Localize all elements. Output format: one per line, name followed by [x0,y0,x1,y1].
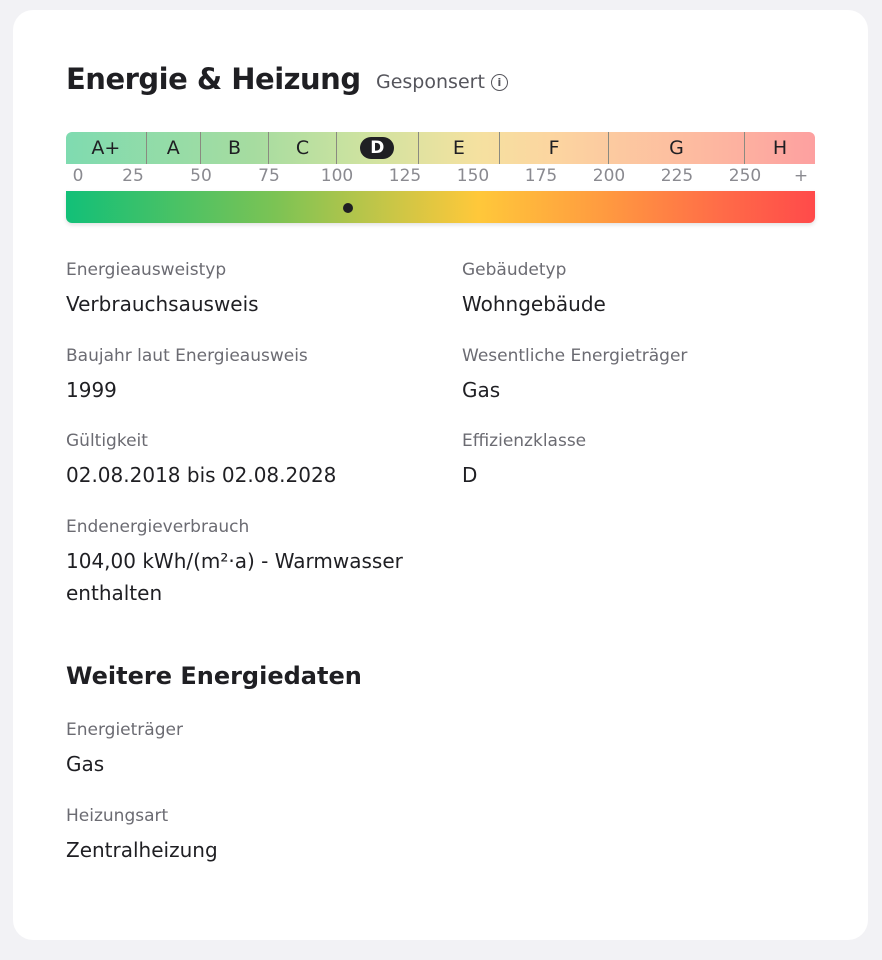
class-label: A+ [91,137,121,159]
scale-tick-label: 50 [190,166,212,186]
field-label: Baujahr laut Energieausweis [66,345,308,366]
efficiency-classes: A+ A B C D E F G H [66,132,815,164]
info-field: Heizungsart Zentralheizung [66,806,426,866]
energy-efficiency-scale: A+ A B C D E F G H 0 25 50 75 100 125 150 175 200 225 250 + [66,132,815,224]
field-label: Effizienzklasse [462,431,587,451]
info-field: Endenergieverbrauch 104,00 kWh/(m²·a) - W… [66,517,426,609]
scale-tick-label: 200 [592,166,626,186]
class-label: E [452,137,465,159]
more-energy-data-title: Weitere Energiedaten [66,662,362,690]
info-field: Effizienzklasse D [462,431,822,491]
info-field: Energieträger Gas [66,720,426,780]
class-label: B [227,137,242,159]
scale-tick-label: 250 [728,166,762,186]
efficiency-class-c: C [269,132,337,164]
efficiency-class-a: A [147,132,201,164]
field-value: D [462,463,478,487]
efficiency-class-f: F [500,132,609,164]
consumption-marker [342,203,353,213]
class-label: A [166,137,180,159]
energy-card: Energie & Heizung Gesponsert i A+ A B C D E F G… [13,10,868,940]
info-field: Energieausweistyp Verbrauchsausweis [66,260,426,320]
efficiency-class-e: E [419,132,501,164]
field-value: 1999 [66,377,117,402]
info-field: Gebäudetyp Wohngebäude [462,260,822,320]
field-value: Gas [462,377,501,402]
sponsored-text: Gesponsert [376,71,485,93]
field-label: Gültigkeit [66,431,148,451]
class-label: G [669,137,684,159]
efficiency-class-d: D [337,132,419,164]
scale-tick-label: 150 [456,166,490,186]
field-value: Verbrauchsausweis [66,292,259,316]
scale-tick-label: 0 [72,166,84,186]
field-label: Energieausweistyp [66,260,227,280]
scale-tick-label: 225 [660,166,694,186]
info-icon[interactable]: i [490,73,508,91]
info-field: Baujahr laut Energieausweis 1999 [66,346,426,406]
scale-tick-label: + [793,166,809,186]
scale-tick-label: 25 [122,166,144,186]
field-value: Gas [66,752,105,776]
scale-tick-label: 75 [258,166,280,186]
efficiency-class-a-plus: A+ [66,132,147,164]
field-label: Energieträger [66,720,183,740]
field-label: Endenergieverbrauch [66,516,250,537]
field-value: Wohngebäude [462,292,606,316]
info-field: Wesentliche Energieträger Gas [462,346,822,406]
field-label: Gebäudetyp [462,260,567,280]
field-value: Zentralheizung [66,838,218,862]
efficiency-class-b: B [201,132,269,164]
sponsored-label[interactable]: Gesponsert i [376,71,508,93]
section-title: Energie & Heizung [66,62,361,96]
class-label: C [295,137,310,159]
efficiency-class-g: G [609,132,745,164]
efficiency-class-h: H [745,132,815,164]
info-field: Gültigkeit 02.08.2018 bis 02.08.2028 [66,431,426,491]
field-label: Heizungsart [66,806,169,826]
scale-tick-label: 100 [320,166,354,186]
efficiency-gradient-bar [66,191,815,223]
class-label: F [548,137,560,159]
field-value: 104,00 kWh/(m²·a) - Warmwasser enthalten [66,548,403,605]
field-label: Wesentliche Energieträger [462,345,688,366]
scale-tick-label: 125 [388,166,422,186]
class-label: D [360,137,395,159]
scale-tick-label: 175 [524,166,558,186]
field-value: 02.08.2018 bis 02.08.2028 [66,463,337,487]
scale-ticks: 0 25 50 75 100 125 150 175 200 225 250 + [66,166,815,188]
class-label: H [772,137,788,159]
